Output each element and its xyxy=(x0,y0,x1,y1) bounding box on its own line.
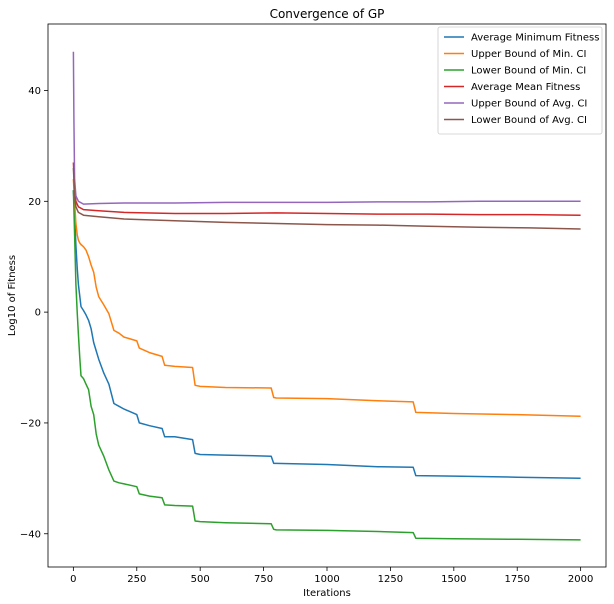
y-tick-label: −40 xyxy=(20,529,41,540)
y-tick-label: 40 xyxy=(28,86,41,97)
x-tick-label: 250 xyxy=(127,574,146,585)
x-tick-label: 1500 xyxy=(441,574,466,585)
y-axis-title: Log10 of Fitness xyxy=(7,255,18,336)
series-line-average-minimum-fitness xyxy=(72,190,581,480)
x-tick-label: 1250 xyxy=(378,574,403,585)
x-tick-label: 500 xyxy=(191,574,210,585)
legend-label-upper-bound-avg-ci: Upper Bound of Avg. CI xyxy=(471,99,587,110)
series-line-upper-bound-min-ci xyxy=(72,179,581,418)
x-tick-label: 750 xyxy=(254,574,273,585)
series-line-lower-bound-avg-ci xyxy=(72,168,581,230)
y-tick-label: 0 xyxy=(35,308,41,319)
chart-title: Convergence of GP xyxy=(270,7,385,21)
y-tick-label: −20 xyxy=(20,418,41,429)
x-tick-label: 1750 xyxy=(505,574,530,585)
legend-label-lower-bound-avg-ci: Lower Bound of Avg. CI xyxy=(471,115,587,126)
series-line-upper-bound-avg-ci xyxy=(72,51,581,205)
x-tick-label: 1000 xyxy=(314,574,339,585)
x-tick-label: 0 xyxy=(70,574,76,585)
legend: Average Minimum Fitness Upper Bound of Mi… xyxy=(437,26,603,135)
legend-label-average-mean-fitness: Average Mean Fitness xyxy=(471,82,580,93)
legend-label-average-minimum-fitness: Average Minimum Fitness xyxy=(471,33,599,44)
series-line-lower-bound-min-ci xyxy=(72,190,581,541)
y-tick-label: 20 xyxy=(28,197,41,208)
legend-box xyxy=(437,26,603,135)
x-tick-label: 2000 xyxy=(568,574,593,585)
legend-label-upper-bound-min-ci: Upper Bound of Min. CI xyxy=(471,49,587,60)
y-axis: −40 −20 0 20 40 xyxy=(20,86,48,540)
series-layer xyxy=(72,51,581,541)
x-axis-title: Iterations xyxy=(303,588,351,599)
series-line-average-mean-fitness xyxy=(72,162,581,216)
legend-label-lower-bound-min-ci: Lower Bound of Min. CI xyxy=(471,66,586,77)
x-axis: 0 250 500 750 1000 1250 1500 1750 2000 xyxy=(70,567,593,585)
